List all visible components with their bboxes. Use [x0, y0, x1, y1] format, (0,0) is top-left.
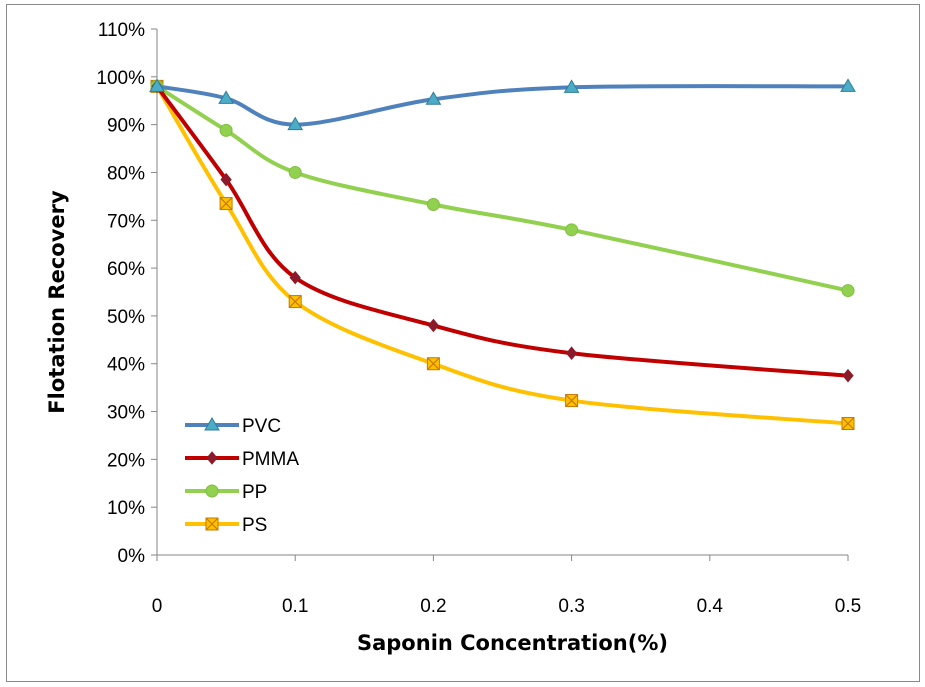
data-point-ps [426, 357, 440, 371]
legend-label-ps: PS [242, 515, 267, 536]
y-tick-label: 60% [107, 259, 145, 280]
y-tick-label: 20% [107, 450, 145, 471]
data-point-pp [219, 123, 233, 137]
legend-label-pp: PP [242, 482, 267, 503]
y-axis-title: Flotation Recovery [45, 190, 69, 414]
y-tick-label: 70% [107, 211, 145, 232]
data-point-pvc [218, 90, 234, 104]
legend-label-pvc: PVC [242, 416, 281, 437]
data-point-pvc [425, 91, 442, 105]
x-tick-label: 0 [152, 596, 163, 617]
x-tick-label: 0.1 [282, 596, 308, 617]
data-point-pmma [427, 318, 440, 333]
series-layer [149, 78, 856, 430]
legend-marker-pmma [206, 451, 218, 465]
data-point-pvc [563, 79, 580, 93]
data-point-pvc [287, 116, 304, 131]
data-point-pmma [220, 172, 232, 187]
axes: 0% 10% 20% 30% 40% 50% 60% 70% 80% 90% 100% 110% 0 0.… [96, 20, 861, 617]
legend-item-pp: PP [185, 482, 267, 503]
y-tick-label: 30% [107, 403, 145, 424]
legend-label-pmma: PMMA [242, 449, 299, 470]
legend-marker-pvc [204, 417, 220, 431]
x-axis-title: Saponin Concentration(%) [357, 631, 668, 655]
x-tick-label: 0.2 [420, 596, 446, 617]
data-point-pp [565, 223, 579, 237]
x-tick-label: 0.3 [558, 596, 584, 617]
y-tick-label: 50% [107, 307, 145, 328]
y-tick-label: 10% [107, 498, 145, 519]
series-line-pvc [155, 84, 850, 127]
data-point-pmma [842, 368, 854, 383]
legend: PVC PMMA PP PS [185, 416, 299, 536]
y-tick-label: 80% [107, 163, 145, 184]
y-tick-label: 100% [96, 68, 145, 89]
data-point-pmma [289, 270, 301, 285]
y-tick-label: 0% [118, 546, 146, 567]
x-tick-label: 0.4 [697, 596, 724, 617]
chart-frame [6, 4, 920, 682]
data-point-ps [565, 394, 579, 408]
legend-item-ps: PS [185, 515, 267, 536]
series-line-pmma [155, 84, 850, 378]
series-line-ps [155, 84, 850, 426]
data-point-ps [841, 417, 855, 430]
legend-item-pvc: PVC [185, 416, 281, 437]
data-point-ps [219, 197, 233, 211]
data-point-pp [841, 284, 855, 298]
data-point-pvc [149, 78, 165, 92]
legend-marker-pp [205, 484, 219, 498]
data-point-pvc [840, 78, 856, 92]
y-tick-label: 90% [107, 116, 145, 137]
legend-marker-ps [205, 517, 219, 531]
data-point-ps [288, 295, 302, 309]
y-tick-label: 110% [98, 20, 145, 41]
data-point-pmma [565, 346, 578, 360]
legend-item-pmma: PMMA [185, 449, 299, 470]
x-tick-label: 0.5 [835, 596, 861, 617]
data-point-pp [288, 165, 302, 179]
y-tick-label: 40% [107, 355, 145, 376]
data-point-pp [426, 197, 440, 211]
